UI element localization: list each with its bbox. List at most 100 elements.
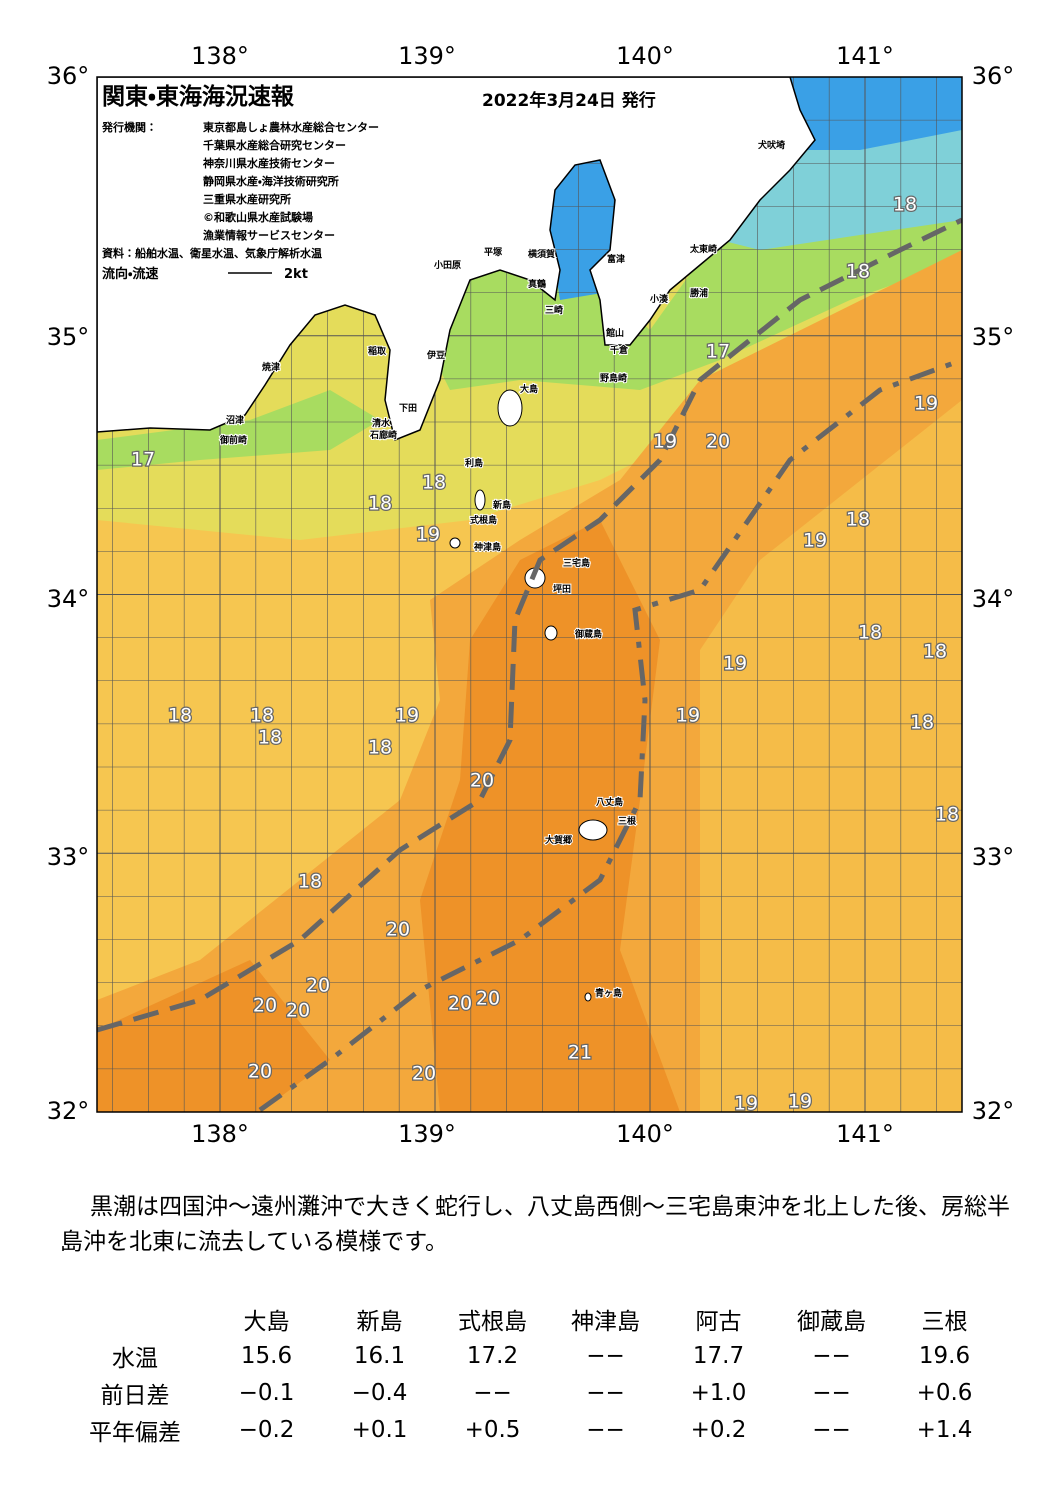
issuer: 漁業情報サービスセンター xyxy=(203,228,335,242)
table-header: 大島 新島 式根島 神津島 阿古 御蔵島 三根 xyxy=(60,1300,1001,1337)
place-name: 富津 xyxy=(607,253,625,265)
lon-label: 141° xyxy=(836,1120,894,1148)
temperature-label: 18 xyxy=(368,493,392,515)
lat-label: 33° xyxy=(47,843,90,871)
place-name: 横須賀 xyxy=(528,248,555,260)
place-name: 坪田 xyxy=(553,583,571,595)
place-name: 小湊 xyxy=(649,293,669,305)
table-cell: +1.4 xyxy=(916,1416,973,1443)
land xyxy=(97,77,816,442)
temperature-label: 18 xyxy=(858,622,882,644)
lat-label: 32° xyxy=(972,1097,1015,1125)
kuroshio-core xyxy=(97,960,330,1112)
lon-label: 139° xyxy=(398,42,456,70)
row-header: 平年偏差 xyxy=(89,1419,181,1446)
temperature-label: 20 xyxy=(248,1061,272,1083)
table-cell: −0.4 xyxy=(351,1379,408,1406)
column-header: 式根島 xyxy=(458,1308,527,1335)
lat-label: 36° xyxy=(47,62,90,90)
island xyxy=(449,537,461,549)
lat-label: 35° xyxy=(972,323,1015,351)
table-cell: −− xyxy=(812,1379,851,1406)
temperature-label: 20 xyxy=(306,975,330,997)
table-cell: −− xyxy=(473,1379,512,1406)
temperature-label: 18 xyxy=(935,804,959,826)
lon-label: 140° xyxy=(616,1120,674,1148)
temperature-label: 18 xyxy=(258,727,282,749)
lon-label: 138° xyxy=(191,42,249,70)
kuroshio-core xyxy=(420,520,680,1112)
issuer: ©和歌山県水産試験場 xyxy=(203,210,313,224)
place-name: 三宅島 xyxy=(563,557,590,569)
place-name: 稲取 xyxy=(368,345,387,357)
lon-label: 139° xyxy=(398,1120,456,1148)
map: 138° 138° 139° 139° 140° 140° 141° 141° 36° 36° 35… xyxy=(47,42,1015,1148)
lat-label: 32° xyxy=(47,1097,90,1125)
issuer: 神奈川県水産技術センター xyxy=(202,156,335,170)
temperature-label: 18 xyxy=(422,472,446,494)
place-name: 青ヶ島 xyxy=(595,987,622,999)
column-header: 阿古 xyxy=(695,1308,742,1335)
place-name: 御蔵島 xyxy=(574,628,602,640)
place-name: 清水 xyxy=(372,417,391,429)
lon-label: 141° xyxy=(836,42,894,70)
row-header: 前日差 xyxy=(100,1382,170,1409)
temperature-label: 18 xyxy=(168,705,192,727)
place-name: 式根島 xyxy=(470,514,497,526)
map-frame xyxy=(96,76,963,1113)
lon-label: 138° xyxy=(191,1120,249,1148)
table-cell: 17.7 xyxy=(692,1342,745,1369)
place-name: 焼津 xyxy=(262,361,280,373)
lat-label: 34° xyxy=(972,585,1015,613)
place-name: 犬吠埼 xyxy=(757,139,785,151)
place-name: 真鶴 xyxy=(528,278,546,290)
table-cell: +0.1 xyxy=(351,1416,408,1443)
temperature-label: 18 xyxy=(923,641,947,663)
kuroshio-axis xyxy=(97,217,962,1033)
table-cell: −− xyxy=(586,1416,625,1443)
place-name: 館山 xyxy=(605,327,624,339)
table-cell: −− xyxy=(586,1379,625,1406)
column-header: 神津島 xyxy=(571,1308,640,1335)
temperature-label: 19 xyxy=(914,393,938,415)
table-cell: +1.0 xyxy=(690,1379,747,1406)
lat-label: 34° xyxy=(47,585,90,613)
temperature-label: 18 xyxy=(368,737,392,759)
temperature-label: 20 xyxy=(476,988,500,1010)
temperature-label: 20 xyxy=(470,770,494,792)
issue-date: 2022年3月24日 発行 xyxy=(482,90,656,111)
column-header: 御蔵島 xyxy=(797,1308,866,1335)
temperature-label: 17 xyxy=(131,449,155,471)
temperature-label: 20 xyxy=(286,1000,310,1022)
temperature-label: 18 xyxy=(846,509,870,531)
lon-label: 140° xyxy=(616,42,674,70)
sources: 資料：船舶水温、衛星水温、気象庁解析水温 xyxy=(102,246,322,260)
temperature-label: 18 xyxy=(298,871,322,893)
temperature-label: 19 xyxy=(395,705,419,727)
place-name: 沼津 xyxy=(226,414,244,426)
corner xyxy=(60,1300,210,1337)
island xyxy=(474,489,486,511)
temperature-label: 19 xyxy=(416,524,440,546)
table-cell: +0.6 xyxy=(916,1379,973,1406)
column-header: 三根 xyxy=(921,1308,968,1335)
table-cell: 15.6 xyxy=(240,1342,293,1369)
table-row: 平年偏差 −0.2 +0.1 +0.5 −− +0.2 −− +1.4 xyxy=(60,1411,1001,1448)
temperature-label: 18 xyxy=(910,712,934,734)
temperature-label: 19 xyxy=(653,431,677,453)
place-name: 利島 xyxy=(464,457,483,469)
place-name: 三根 xyxy=(618,815,637,827)
row-header: 水温 xyxy=(112,1345,158,1372)
table-cell: −− xyxy=(812,1342,851,1369)
temperature-label: 19 xyxy=(734,1093,758,1115)
temperature-label: 19 xyxy=(803,530,827,552)
sea-coldest xyxy=(780,77,962,150)
sea xyxy=(97,77,962,1112)
lat-label: 35° xyxy=(47,323,90,351)
table-cell: +0.2 xyxy=(690,1416,747,1443)
current-label: 流向・流速 xyxy=(102,266,158,282)
place-name: 勝浦 xyxy=(690,287,708,299)
place-name: 小田原 xyxy=(433,259,461,271)
temperature-label: 21 xyxy=(568,1042,592,1064)
